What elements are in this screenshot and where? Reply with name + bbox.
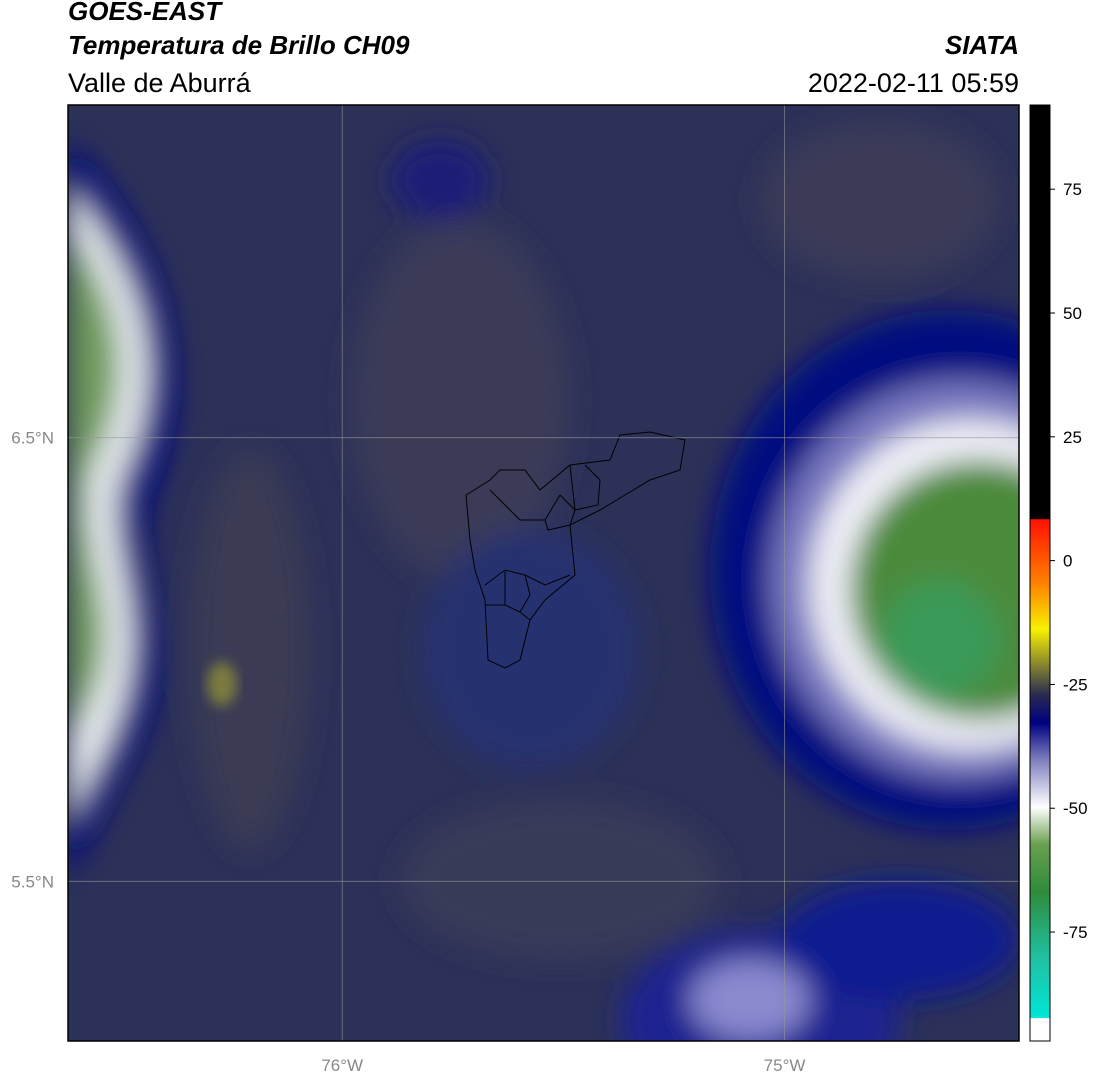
- region: Valle de Aburrá: [68, 68, 252, 98]
- x-tick-label: 76°W: [321, 1056, 363, 1075]
- municipality-outlines: [465, 431, 686, 669]
- colorbar-tick-label: 0: [1063, 552, 1072, 571]
- colorbar-tick-label: -25: [1063, 675, 1088, 694]
- colorbar-tick-label: 75: [1063, 180, 1082, 199]
- x-tick-label: 75°W: [764, 1056, 806, 1075]
- satellite-image: [68, 105, 1019, 1041]
- colorbar-tick-label: -50: [1063, 799, 1088, 818]
- colorbar-tick-label: 50: [1063, 304, 1082, 323]
- subtitle: Temperatura de Brillo CH09: [68, 30, 410, 60]
- y-tick-label: 5.5°N: [11, 872, 54, 891]
- datetime: 2022-02-11 05:59: [808, 68, 1019, 98]
- colorbar-ticks: 75 50 25 0 -25 -50 -75: [1050, 180, 1088, 942]
- title: GOES-EAST: [68, 0, 223, 26]
- map-frame: [67, 104, 1020, 1042]
- source: SIATA: [945, 30, 1019, 60]
- colorbar-tick-label: 25: [1063, 428, 1082, 447]
- colorbar-tick-label: -75: [1063, 923, 1088, 942]
- y-tick-label: 6.5°N: [11, 429, 54, 448]
- colorbar: [1029, 104, 1051, 1042]
- grid: [68, 105, 1019, 1041]
